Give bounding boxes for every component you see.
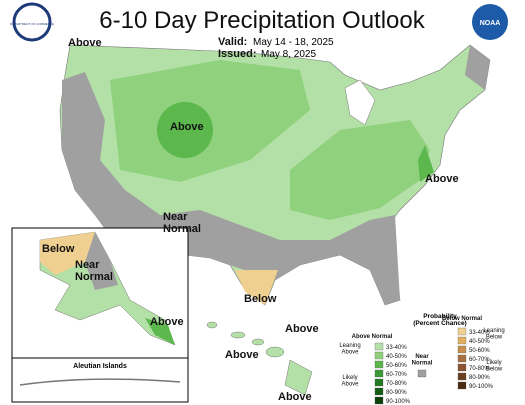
legend-likely: Likely Above <box>341 375 359 388</box>
aleutian-inset <box>11 357 189 403</box>
hawaii-label: Above <box>285 323 319 335</box>
hawaii-label: Above <box>278 391 312 403</box>
legend-swatch <box>457 327 467 336</box>
legend-swatch <box>374 378 384 387</box>
alaska-label: Near Normal <box>75 259 113 283</box>
legend-bin: 90-100% <box>469 384 494 390</box>
valid-label: Valid: <box>218 36 247 48</box>
legend-bin: 60-70% <box>386 372 407 378</box>
legend-swatch <box>374 351 384 360</box>
title: 6-10 Day Precipitation Outlook <box>99 7 426 34</box>
legend-swatch <box>457 345 467 354</box>
legend-bin: 90-100% <box>386 399 411 405</box>
aleutian-label: Aleutian Islands <box>73 363 127 370</box>
legend-bin: 50-60% <box>469 348 490 354</box>
region-below-texas <box>235 270 278 305</box>
legend-swatch <box>457 372 467 381</box>
legend-bin: 33-40% <box>386 345 407 351</box>
valid-dates: May 14 - 18, 2025 <box>253 37 334 48</box>
noaa-logo <box>472 4 508 40</box>
legend-swatch <box>457 336 467 345</box>
region-near-west <box>62 72 160 250</box>
legend-above-title: Above Normal <box>352 334 393 340</box>
legend-swatch <box>374 387 384 396</box>
alaska-near <box>85 232 118 290</box>
legend-swatch <box>457 354 467 363</box>
legend-bin: 80-90% <box>386 390 407 396</box>
noaa-logo-text: NOAA <box>480 20 501 27</box>
map-label: Below <box>244 293 277 305</box>
aleutian-chain <box>19 378 181 386</box>
region-above-nc <box>418 145 434 182</box>
legend-swatch <box>457 363 467 372</box>
map-label: Near Normal <box>163 211 201 235</box>
alaska-label: Above <box>150 316 184 328</box>
map-label: Above <box>425 173 459 185</box>
legend-below-title: Below Normal <box>442 316 482 322</box>
legend-swatch <box>457 381 467 390</box>
map-label: Above <box>68 37 102 49</box>
issued-date: May 8, 2025 <box>261 49 316 60</box>
legend-near-swatch <box>417 369 427 378</box>
legend-swatch <box>374 342 384 351</box>
region-above-50 <box>157 102 213 158</box>
legend-bin: 70-80% <box>469 366 490 372</box>
legend-swatch <box>374 396 384 405</box>
alaska-label: Below <box>42 243 75 255</box>
legend-swatch <box>374 369 384 378</box>
legend-title: Probability (Percent Chance) <box>413 313 466 327</box>
region-near-south <box>150 210 400 305</box>
map-label: Above <box>170 121 204 133</box>
hawaii <box>206 321 313 396</box>
legend-likely: Likely Below <box>486 360 503 373</box>
alaska-above <box>145 318 175 345</box>
legend-bin: 80-90% <box>469 375 490 381</box>
commerce-logo-text: DEPARTMENT OF COMMERCE <box>10 22 54 26</box>
issued-label: Issued: <box>218 48 257 60</box>
great-lakes <box>344 79 376 126</box>
legend-bin: 33-40% <box>469 330 490 336</box>
legend-leaning: Leaning Below <box>483 328 504 341</box>
legend-bin: 40-50% <box>469 339 490 345</box>
hawaii-label: Above <box>225 349 259 361</box>
legend-leaning: Leaning Above <box>339 343 360 356</box>
alaska-below <box>40 232 95 275</box>
legend-bin: 70-80% <box>386 381 407 387</box>
legend-swatch <box>374 360 384 369</box>
legend-bin: 40-50% <box>386 354 407 360</box>
region-above-east <box>290 120 430 220</box>
commerce-logo <box>12 2 52 42</box>
region-near-maine <box>465 45 490 90</box>
legend-near-title: Near Normal <box>412 354 433 367</box>
legend-bin: 50-60% <box>386 363 407 369</box>
legend-bin: 60-70% <box>469 357 490 363</box>
